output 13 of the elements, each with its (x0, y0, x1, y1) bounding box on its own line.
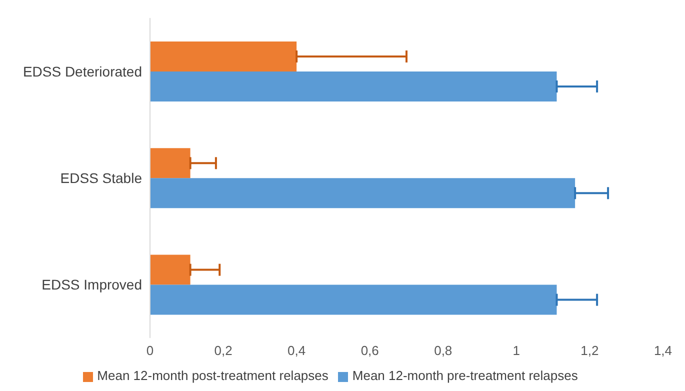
x-tick-label: 1 (512, 343, 520, 358)
x-tick-label: 0,6 (360, 343, 379, 358)
x-tick-label: 0 (146, 343, 154, 358)
legend-label: Mean 12-month pre-treatment relapses (352, 368, 578, 383)
y-tick-label: EDSS Improved (42, 276, 142, 293)
y-tick-label: EDSS Deteriorated (22, 63, 142, 80)
x-tick-label: 1,2 (580, 343, 599, 358)
x-tick-label: 0,2 (214, 343, 232, 358)
x-tick-label: 1,4 (654, 343, 672, 358)
x-tick-label: 0,4 (288, 343, 306, 358)
legend-label: Mean 12-month post-treatment relapses (97, 368, 328, 383)
y-tick-label: EDSS Stable (60, 170, 142, 186)
x-tick-label: 0,8 (434, 343, 452, 358)
